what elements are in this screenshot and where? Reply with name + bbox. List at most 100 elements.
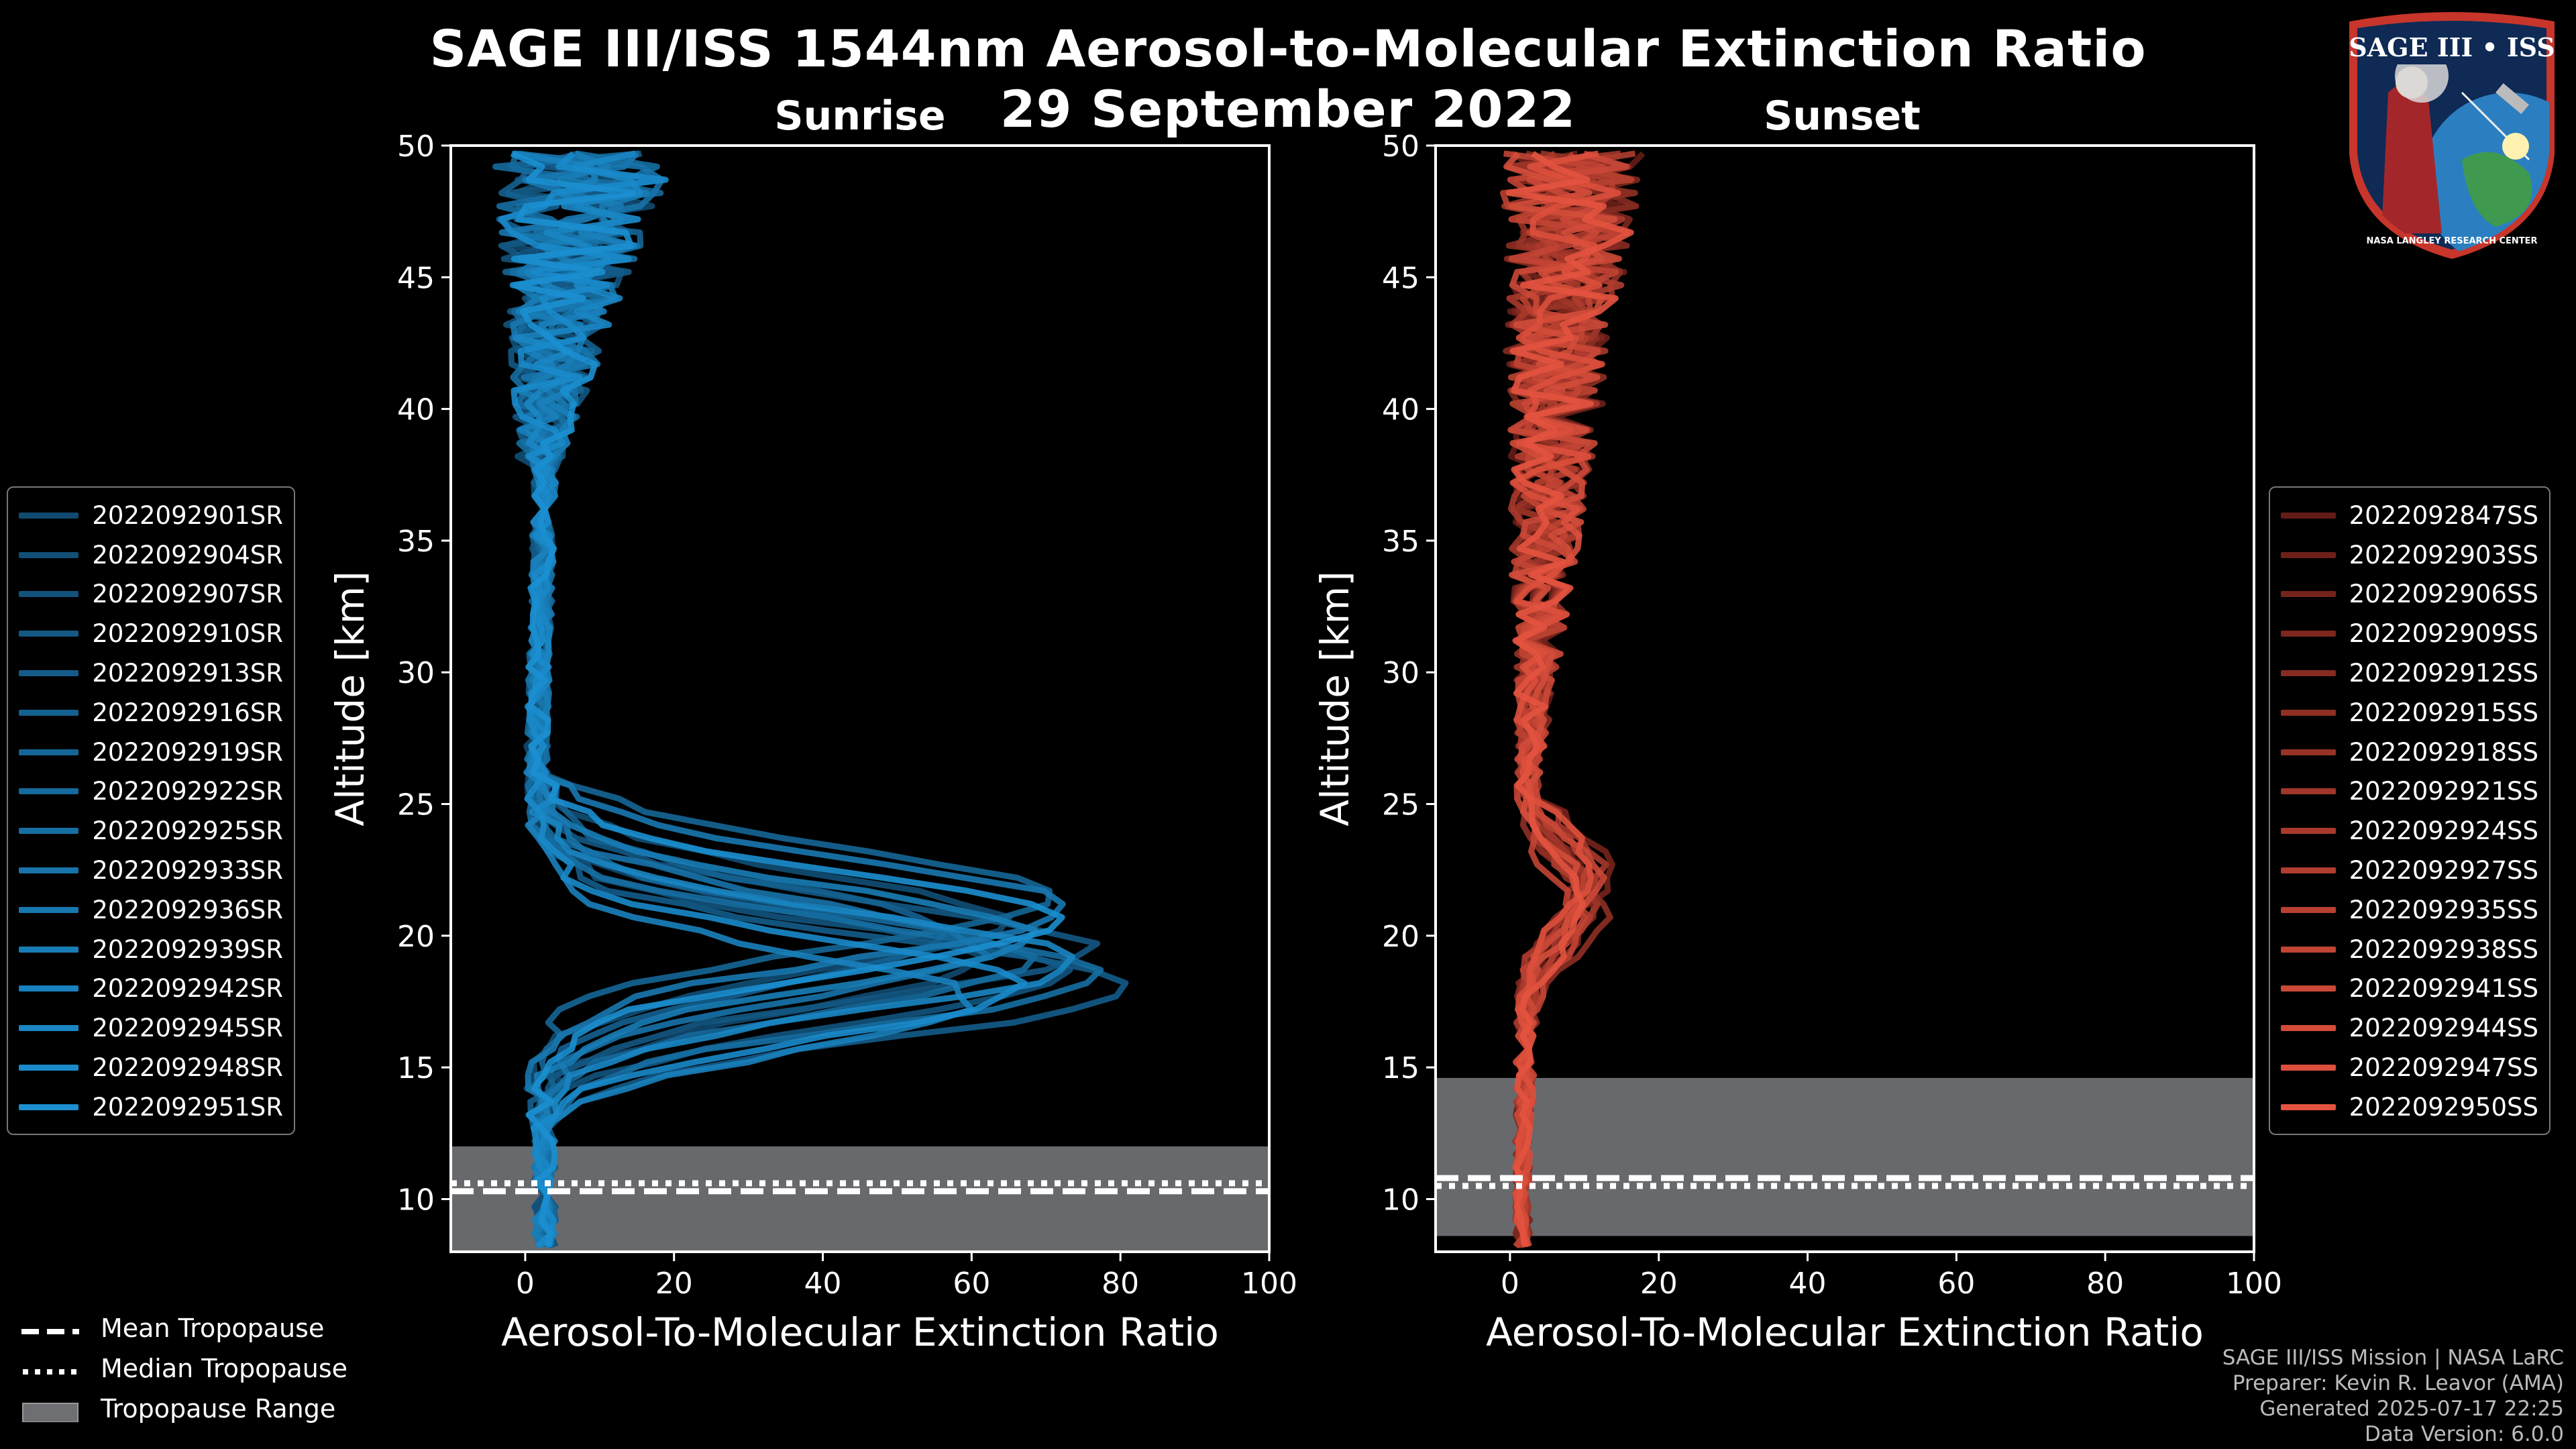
legend-label: 2022092918SS: [2349, 737, 2538, 767]
legend-label: 2022092939SR: [92, 934, 283, 964]
legend-swatch: [2281, 788, 2336, 795]
legend-label: 2022092938SS: [2349, 934, 2538, 964]
legend-swatch: [2281, 591, 2336, 598]
sunrise-plot-frame: [449, 144, 1271, 1253]
y-tick-label: 20: [397, 920, 435, 954]
legend-label: 2022092906SS: [2349, 580, 2538, 609]
y-tick-label: 15: [1382, 1051, 1419, 1085]
legend-item: 2022092941SS: [2281, 969, 2538, 1009]
legend-swatch: [2281, 906, 2336, 913]
profile-2022092951SR: [509, 150, 1065, 1247]
sunset-plot-frame: [1434, 144, 2255, 1253]
legend-swatch: [19, 1025, 79, 1032]
legend-label: 2022092909SS: [2349, 619, 2538, 649]
mission-patch-icon: SAGE III • ISS NASA LANGLEY RESEARCH CEN…: [2349, 12, 2555, 259]
dotted-line-icon: [20, 1358, 80, 1379]
x-tick-label: 60: [1937, 1267, 1975, 1301]
legend-label: 2022092913SR: [92, 659, 283, 688]
logo-label: SAGE III • ISS: [2349, 32, 2555, 62]
legend-swatch: [19, 828, 79, 835]
legend-swatch: [19, 551, 79, 558]
legend-mean-tropopause: Mean Tropopause: [20, 1308, 347, 1348]
x-tick-label: 20: [655, 1267, 693, 1301]
legend-item: 2022092904SR: [19, 535, 283, 575]
legend-item: 2022092912SS: [2281, 653, 2538, 693]
chart-title: SAGE III/ISS 1544nm Aerosol-to-Molecular…: [429, 19, 2147, 78]
y-tick-label: 45: [397, 261, 435, 295]
legend-item: 2022092951SR: [19, 1087, 283, 1127]
legend-swatch: [2281, 828, 2336, 835]
legend-swatch: [19, 709, 79, 716]
legend-swatch: [19, 631, 79, 637]
legend-item: 2022092924SS: [2281, 811, 2538, 851]
legend-swatch: [19, 867, 79, 874]
legend-tropopause-range: Tropopause Range: [20, 1389, 347, 1429]
legend-label: 2022092847SS: [2349, 500, 2538, 530]
legend-swatch: [2281, 551, 2336, 558]
legend-item: 2022092915SS: [2281, 693, 2538, 733]
credit-line: Generated 2025-07-17 22:25: [2259, 1397, 2564, 1421]
legend-item: 2022092933SR: [19, 851, 283, 890]
y-tick-label: 40: [1382, 393, 1419, 427]
legend-label: Tropopause Range: [101, 1394, 336, 1424]
legend-item: 2022092925SR: [19, 811, 283, 851]
legend-label: 2022092922SR: [92, 777, 283, 806]
x-tick-label: 60: [953, 1267, 990, 1301]
x-tick-label: 20: [1640, 1267, 1678, 1301]
sunset-x-axis-label: Aerosol-To-Molecular Extinction Ratio: [1486, 1309, 2204, 1355]
y-tick-label: 10: [397, 1183, 435, 1217]
sunset-y-axis-label: Altitude [km]: [1312, 571, 1358, 826]
legend-swatch: [19, 591, 79, 598]
legend-label: 2022092915SS: [2349, 698, 2538, 727]
legend-swatch: [19, 985, 79, 992]
legend-swatch: [19, 788, 79, 795]
legend-swatch: [19, 512, 79, 519]
legend-label: 2022092950SS: [2349, 1092, 2538, 1122]
legend-swatch: [2281, 631, 2336, 637]
legend-item: 2022092944SS: [2281, 1008, 2538, 1048]
legend-swatch: [2281, 946, 2336, 953]
legend-item: 2022092942SR: [19, 969, 283, 1009]
legend-label: 2022092904SR: [92, 540, 283, 570]
sunset-subtitle: Sunset: [1764, 93, 1921, 140]
x-tick-label: 40: [1789, 1267, 1827, 1301]
legend-label: 2022092924SS: [2349, 816, 2538, 846]
legend-median-tropopause: Median Tropopause: [20, 1348, 347, 1389]
legend-item: 2022092913SR: [19, 653, 283, 693]
legend-item: 2022092947SS: [2281, 1048, 2538, 1087]
logo-ring-text: NASA LANGLEY RESEARCH CENTER: [2366, 236, 2537, 246]
legend-swatch: [2281, 709, 2336, 716]
x-tick-label: 80: [2086, 1267, 2124, 1301]
legend-label: 2022092910SR: [92, 619, 283, 649]
legend-label: 2022092945SR: [92, 1014, 283, 1043]
y-tick-label: 20: [1382, 920, 1419, 954]
legend-item: 2022092847SS: [2281, 496, 2538, 535]
legend-item: 2022092910SR: [19, 614, 283, 653]
legend-item: 2022092939SR: [19, 930, 283, 969]
legend-item: 2022092927SS: [2281, 851, 2538, 890]
x-tick-label: 0: [516, 1267, 535, 1301]
legend-item: 2022092906SS: [2281, 575, 2538, 614]
legend-label: 2022092921SS: [2349, 777, 2538, 806]
x-tick-label: 100: [2226, 1267, 2282, 1301]
legend-swatch: [2281, 985, 2336, 992]
legend-item: 2022092936SR: [19, 890, 283, 930]
legend-label: 2022092903SS: [2349, 540, 2538, 570]
legend-item: 2022092938SS: [2281, 930, 2538, 969]
legend-item: 2022092907SR: [19, 575, 283, 614]
tropopause-legend: Mean Tropopause Median Tropopause Tropop…: [20, 1308, 347, 1429]
y-tick-label: 40: [397, 393, 435, 427]
y-tick-label: 35: [397, 525, 435, 559]
legend-swatch: [2281, 1065, 2336, 1071]
legend-item: 2022092935SS: [2281, 890, 2538, 930]
legend-label: 2022092916SR: [92, 698, 283, 727]
legend-label: 2022092901SR: [92, 500, 283, 530]
legend-item: 2022092948SR: [19, 1048, 283, 1087]
legend-swatch: [2281, 749, 2336, 755]
sunrise-tropopause-range: [451, 1146, 1269, 1252]
legend-swatch: [19, 749, 79, 755]
sunrise-panel: 0 20 40 60 80 100 10 15 20 25 30 35 40 45 50 Aerosol-To…: [327, 129, 1297, 1355]
profile-2022092950SS: [1505, 150, 1634, 1247]
legend-label: 2022092933SR: [92, 856, 283, 885]
